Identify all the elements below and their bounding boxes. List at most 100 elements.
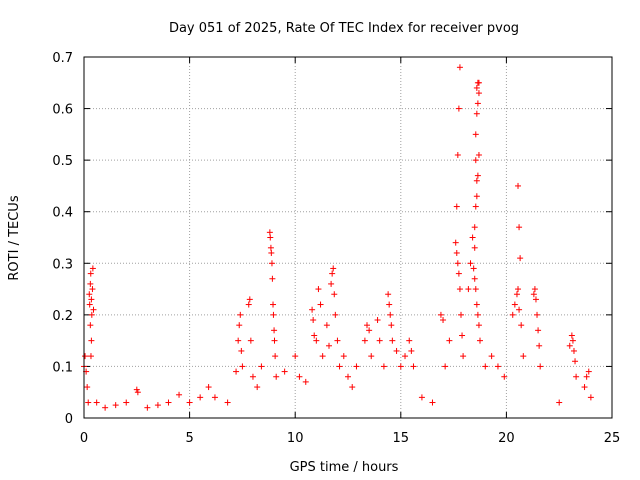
- data-point: [520, 353, 527, 360]
- data-point: [406, 337, 413, 344]
- data-point: [482, 363, 489, 370]
- data-point: [402, 353, 409, 360]
- data-point: [474, 172, 481, 179]
- data-point: [154, 402, 161, 409]
- data-point: [387, 311, 394, 318]
- data-point: [272, 353, 279, 360]
- data-point: [440, 317, 447, 324]
- data-point: [302, 378, 309, 385]
- data-point: [165, 399, 172, 406]
- x-axis-label: GPS time / hours: [290, 460, 399, 475]
- data-point: [281, 368, 288, 375]
- data-point: [82, 353, 89, 360]
- data-point: [269, 275, 276, 282]
- data-point: [376, 337, 383, 344]
- data-point: [532, 296, 539, 303]
- plot-frame: [83, 56, 613, 419]
- y-tick-label: 0.5: [52, 154, 73, 169]
- axis-ticks: 0 5 10 15 20 25 0 0.1 0.2 0.3 0.4 0.5 0.6 0.7: [52, 51, 620, 446]
- data-point: [475, 90, 482, 97]
- data-point: [235, 337, 242, 344]
- y-tick-label: 0.6: [52, 103, 73, 118]
- data-points: [81, 64, 594, 411]
- data-point: [224, 399, 231, 406]
- data-point: [418, 394, 425, 401]
- data-point: [309, 306, 316, 313]
- data-point: [273, 373, 280, 380]
- data-point: [513, 291, 520, 298]
- data-point: [197, 394, 204, 401]
- data-point: [477, 337, 483, 344]
- data-point: [585, 368, 592, 375]
- data-point: [452, 239, 459, 246]
- data-point: [144, 404, 151, 411]
- data-point: [467, 260, 474, 267]
- data-point: [516, 306, 523, 313]
- data-point: [296, 373, 303, 380]
- data-point: [328, 280, 335, 287]
- data-point: [446, 337, 453, 344]
- data-point: [530, 291, 537, 298]
- x-tick-label: 10: [287, 431, 304, 446]
- data-point: [572, 358, 579, 365]
- data-point: [86, 291, 93, 298]
- data-point: [329, 270, 336, 277]
- data-point: [569, 337, 576, 344]
- data-point: [186, 399, 193, 406]
- data-point: [239, 363, 246, 370]
- data-point: [568, 332, 575, 339]
- data-point: [456, 286, 463, 293]
- data-point: [88, 296, 95, 303]
- data-point: [292, 353, 299, 360]
- data-point: [534, 311, 541, 318]
- x-tick-label: 20: [498, 431, 515, 446]
- data-point: [233, 368, 240, 375]
- data-point: [254, 384, 261, 391]
- data-point: [515, 286, 522, 293]
- data-point: [134, 389, 141, 396]
- data-point: [509, 311, 516, 318]
- data-point: [457, 311, 464, 318]
- data-point: [366, 327, 373, 334]
- data-point: [454, 260, 461, 267]
- data-point: [453, 203, 460, 210]
- data-point: [315, 286, 322, 293]
- data-point: [353, 363, 360, 370]
- data-point: [205, 384, 212, 391]
- y-axis-label: ROTI / TECUs: [7, 195, 22, 280]
- data-point: [397, 363, 404, 370]
- data-point: [246, 296, 253, 303]
- data-point: [389, 337, 396, 344]
- data-point: [456, 64, 463, 71]
- data-point: [89, 265, 96, 272]
- data-point: [470, 265, 477, 272]
- data-point: [537, 363, 544, 370]
- data-point: [84, 384, 91, 391]
- data-point: [271, 327, 278, 334]
- data-point: [89, 286, 96, 293]
- y-tick-label: 0.2: [52, 309, 73, 324]
- data-point: [133, 386, 140, 393]
- data-point: [325, 342, 332, 349]
- data-point: [90, 306, 97, 313]
- data-point: [515, 182, 522, 189]
- data-point: [531, 286, 538, 293]
- data-point: [385, 291, 392, 298]
- data-point: [237, 311, 244, 318]
- data-point: [475, 151, 482, 158]
- data-point: [249, 373, 256, 380]
- data-point: [332, 311, 339, 318]
- data-point: [475, 79, 482, 86]
- data-point: [455, 105, 462, 112]
- data-point: [511, 301, 518, 308]
- y-tick-label: 0.3: [52, 257, 73, 272]
- data-point: [331, 291, 338, 298]
- data-point: [442, 363, 449, 370]
- data-point: [460, 353, 467, 360]
- y-tick-label: 0: [65, 412, 73, 427]
- data-point: [573, 373, 580, 380]
- data-point: [459, 332, 466, 339]
- data-point: [516, 224, 523, 231]
- grid-lines: [84, 57, 612, 418]
- data-point: [268, 260, 275, 267]
